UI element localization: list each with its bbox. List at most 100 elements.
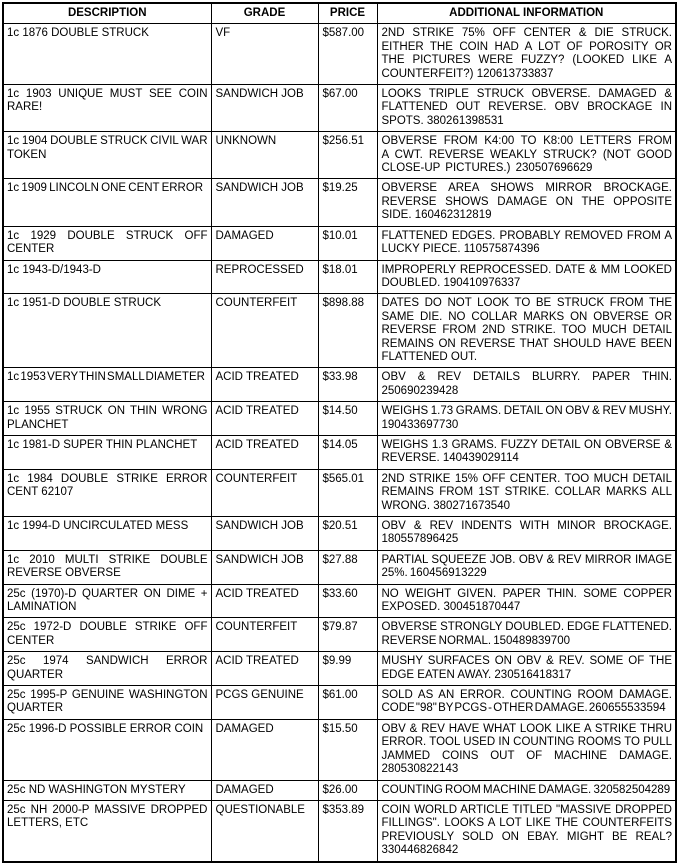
- grade-cell: SANDWICH JOB: [210, 84, 319, 133]
- price-cell: $61.00: [317, 685, 378, 720]
- table-row: 1c 1929 DOUBLE STRUCK OFF CENTER DAMAGED $…: [2, 225, 677, 261]
- price-cell: $67.00: [317, 84, 378, 133]
- additional-information-cell: 2ND STRIKE 75% OFF CENTER & DIE STRUCK. …: [376, 23, 677, 86]
- table-row: 1c 1953 VERY THIN SMALL DIAMETER ACID TRE…: [2, 367, 677, 403]
- price-cell: $14.50: [317, 401, 378, 436]
- grade-cell: REPROCESSED: [210, 259, 319, 295]
- description-cell: 1c 1984 DOUBLE STRIKE ERROR CENT 62107: [2, 468, 212, 518]
- price-cell: $79.87: [317, 617, 378, 653]
- description-cell: 1c 1929 DOUBLE STRUCK OFF CENTER: [2, 225, 212, 261]
- grade-cell: ACID TREATED: [210, 434, 319, 470]
- additional-information-cell: 2ND STRIKE 15% OFF CENTER. TOO MUCH DETA…: [376, 468, 677, 518]
- additional-information-cell: MUSHY SURFACES ON OBV & REV. SOME OF THE…: [376, 651, 677, 687]
- description-cell: 1c 1951-D DOUBLE STRUCK: [2, 293, 212, 369]
- price-cell: $898.88: [317, 293, 378, 369]
- price-cell: $18.01: [317, 259, 378, 295]
- additional-information-cell: FLATTENED EDGES. PROBABLY REMOVED FROM A…: [376, 225, 677, 261]
- grade-cell: SANDWICH JOB: [210, 516, 319, 551]
- description-cell: 25c 1972-D DOUBLE STRIKE OFF CENTER: [2, 617, 212, 653]
- additional-information-cell: OBV & REV INDENTS WITH MINOR BROCKAGE. 1…: [376, 516, 677, 551]
- description-cell: 25c 1996-D POSSIBLE ERROR COIN: [2, 718, 212, 781]
- table-header: DESCRIPTION GRADE PRICE ADDITIONAL INFOR…: [2, 2, 677, 25]
- grade-cell: COUNTERFEIT: [210, 468, 319, 518]
- description-cell: 1c 2010 MULTI STRIKE DOUBLE REVERSE OBVE…: [2, 549, 212, 585]
- column-header-description: DESCRIPTION: [2, 2, 212, 25]
- grade-cell: DAMAGED: [210, 225, 319, 261]
- table-row: 1c 1994-D UNCIRCULATED MESS SANDWICH JOB $…: [2, 516, 677, 551]
- description-cell: 1c 1994-D UNCIRCULATED MESS: [2, 516, 212, 551]
- table-row: 1c 1909 LINCOLN ONE CENT ERROR SANDWICH J…: [2, 178, 677, 227]
- description-cell: 1c 1955 STRUCK ON THIN WRONG PLANCHET: [2, 401, 212, 436]
- grade-cell: PCGS GENUINE: [210, 685, 319, 720]
- additional-information-cell: LOOKS TRIPLE STRUCK OBVERSE. DAMAGED & F…: [376, 84, 677, 133]
- table-row: 25c (1970)-D QUARTER ON DIME + LAMINATIO…: [2, 583, 677, 619]
- table-row: 25c 1996-D POSSIBLE ERROR COIN DAMAGED $15…: [2, 718, 677, 781]
- table-row: 1c 1951-D DOUBLE STRUCK COUNTERFEIT $898.8…: [2, 293, 677, 369]
- column-header-grade: GRADE: [210, 2, 319, 25]
- additional-information-cell: OBVERSE STRONGLY DOUBLED. EDGE FLATTENED…: [376, 617, 677, 653]
- price-cell: $15.50: [317, 718, 378, 781]
- grade-cell: COUNTERFEIT: [210, 293, 319, 369]
- price-cell: $33.98: [317, 367, 378, 403]
- grade-cell: DAMAGED: [210, 779, 319, 801]
- price-cell: $20.51: [317, 516, 378, 551]
- table-row: 25c ND WASHINGTON MYSTERY DAMAGED $26.00 CO…: [2, 779, 677, 801]
- additional-information-cell: PARTIAL SQUEEZE JOB. OBV & REV MIRROR IM…: [376, 549, 677, 585]
- price-cell: $33.60: [317, 583, 378, 619]
- description-cell: 25c NH 2000-P MASSIVE DROPPED LETTERS, E…: [2, 799, 212, 863]
- additional-information-cell: OBVERSE AREA SHOWS MIRROR BROCKAGE. REVE…: [376, 178, 677, 227]
- grade-cell: SANDWICH JOB: [210, 178, 319, 227]
- header-row: DESCRIPTION GRADE PRICE ADDITIONAL INFOR…: [2, 2, 677, 25]
- price-cell: $256.51: [317, 131, 378, 180]
- table-row: 1c 1876 DOUBLE STRUCK VF $587.00 2ND STRIKE…: [2, 23, 677, 86]
- description-cell: 25c 1995-P GENUINE WASHINGTON QUARTER: [2, 685, 212, 720]
- description-cell: 25c 1974 SANDWICH ERROR QUARTER: [2, 651, 212, 687]
- grade-cell: COUNTERFEIT: [210, 617, 319, 653]
- table-row: 25c 1995-P GENUINE WASHINGTON QUARTER PCG…: [2, 685, 677, 720]
- additional-information-cell: SOLD AS AN ERROR. COUNTING ROOM DAMAGE. …: [376, 685, 677, 720]
- description-cell: 1c 1943-D/1943-D: [2, 259, 212, 295]
- price-cell: $565.01: [317, 468, 378, 518]
- price-cell: $27.88: [317, 549, 378, 585]
- grade-cell: SANDWICH JOB: [210, 549, 319, 585]
- column-header-price: PRICE: [317, 2, 378, 25]
- additional-information-cell: OBVERSE FROM K4:00 TO K8:00 LETTERS FROM…: [376, 131, 677, 180]
- additional-information-cell: OBV & REV HAVE WHAT LOOK LIKE A STRIKE T…: [376, 718, 677, 781]
- description-cell: 25c ND WASHINGTON MYSTERY: [2, 779, 212, 801]
- additional-information-cell: DATES DO NOT LOOK TO BE STRUCK FROM THE …: [376, 293, 677, 369]
- description-cell: 1c 1981-D SUPER THIN PLANCHET: [2, 434, 212, 470]
- additional-information-cell: COIN WORLD ARTICLE TITLED "MASSIVE DROPP…: [376, 799, 677, 863]
- grade-cell: ACID TREATED: [210, 583, 319, 619]
- price-cell: $19.25: [317, 178, 378, 227]
- description-cell: 1c 1876 DOUBLE STRUCK: [2, 23, 212, 86]
- additional-information-cell: WEIGHS 1.3 GRAMS. FUZZY DETAIL ON OBVERS…: [376, 434, 677, 470]
- table-row: 1c 1955 STRUCK ON THIN WRONG PLANCHET ACI…: [2, 401, 677, 436]
- table-row: 1c 1981-D SUPER THIN PLANCHET ACID TREATE…: [2, 434, 677, 470]
- table-row: 25c 1972-D DOUBLE STRIKE OFF CENTER COUNT…: [2, 617, 677, 653]
- additional-information-cell: WEIGHS 1.73 GRAMS. DETAIL ON OBV & REV M…: [376, 401, 677, 436]
- grade-cell: VF: [210, 23, 319, 86]
- coin-table-body: 1c 1876 DOUBLE STRUCK VF $587.00 2ND STRIKE…: [2, 23, 677, 863]
- price-cell: $26.00: [317, 779, 378, 801]
- table-row: 1c 1903 UNIQUE MUST SEE COIN RARE! SANDWI…: [2, 84, 677, 133]
- grade-cell: QUESTIONABLE: [210, 799, 319, 863]
- price-cell: $353.89: [317, 799, 378, 863]
- table-row: 25c NH 2000-P MASSIVE DROPPED LETTERS, E…: [2, 799, 677, 863]
- grade-cell: ACID TREATED: [210, 651, 319, 687]
- additional-information-cell: COUNTING ROOM MACHINE DAMAGE. 3205825042…: [376, 779, 677, 801]
- table-row: 1c 1904 DOUBLE STRUCK CIVIL WAR TOKEN UNK…: [2, 131, 677, 180]
- additional-information-cell: NO WEIGHT GIVEN. PAPER THIN. SOME COPPER…: [376, 583, 677, 619]
- price-cell: $10.01: [317, 225, 378, 261]
- price-cell: $587.00: [317, 23, 378, 86]
- table-row: 1c 2010 MULTI STRIKE DOUBLE REVERSE OBVE…: [2, 549, 677, 585]
- grade-cell: DAMAGED: [210, 718, 319, 781]
- description-cell: 25c (1970)-D QUARTER ON DIME + LAMINATIO…: [2, 583, 212, 619]
- grade-cell: ACID TREATED: [210, 401, 319, 436]
- description-cell: 1c 1904 DOUBLE STRUCK CIVIL WAR TOKEN: [2, 131, 212, 180]
- description-cell: 1c 1903 UNIQUE MUST SEE COIN RARE!: [2, 84, 212, 133]
- grade-cell: ACID TREATED: [210, 367, 319, 403]
- description-cell: 1c 1953 VERY THIN SMALL DIAMETER: [2, 367, 212, 403]
- description-cell: 1c 1909 LINCOLN ONE CENT ERROR: [2, 178, 212, 227]
